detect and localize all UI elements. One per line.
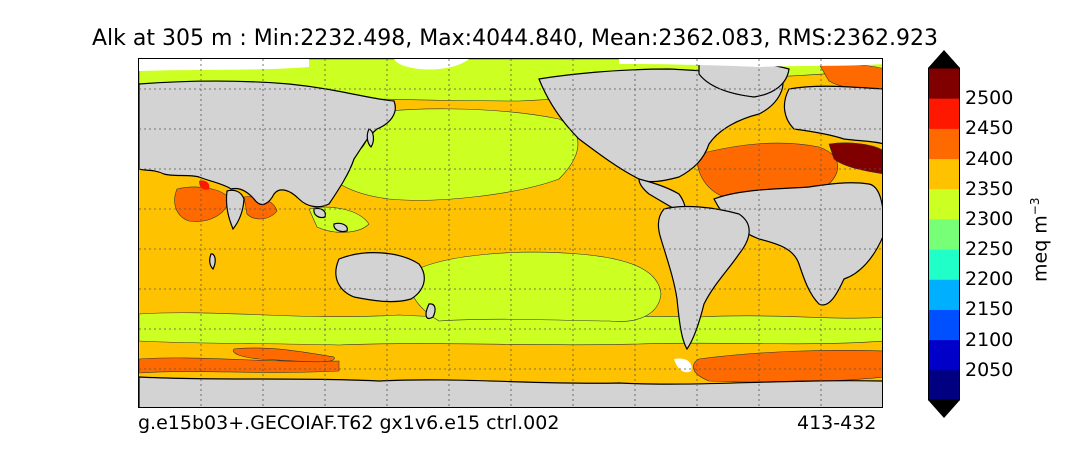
map-panel	[138, 58, 883, 408]
colorbar-border	[928, 67, 960, 401]
colorbar-segment	[928, 218, 960, 250]
band-2400-southern-2	[233, 347, 335, 363]
colorbar-segment	[928, 279, 960, 310]
band-2400-southern-3	[693, 349, 882, 383]
colorbar	[928, 50, 960, 418]
run-identifier: g.e15b03+.GECOIAF.T62 gx1v6.e15 ctrl.002	[138, 412, 560, 434]
colorbar-units-label: meq m−3	[1028, 197, 1051, 282]
colorbar-segment	[928, 369, 960, 401]
colorbar-segment	[928, 98, 960, 129]
colorbar-segment	[928, 339, 960, 371]
band-2450-red-sea	[199, 180, 210, 190]
colorbar-segment	[928, 188, 960, 220]
colorbar-over-triangle	[928, 50, 960, 68]
band-2500-mediterranean	[828, 142, 882, 174]
colorbar-tick-label: 2200	[965, 268, 1014, 291]
band-2400-arabian	[174, 186, 230, 222]
colorbar-segment	[928, 158, 960, 190]
colorbar-segment	[928, 68, 960, 99]
colorbar-tick-label: 2350	[965, 177, 1014, 200]
graticule	[139, 59, 882, 407]
colorbar-tick-label: 2500	[965, 87, 1014, 110]
units-text: meq m	[1029, 215, 1052, 282]
colorbar-segment	[928, 249, 960, 280]
sea-ice	[139, 59, 882, 373]
map-title: Alk at 305 m : Min:2232.498, Max:4044.84…	[91, 26, 938, 51]
colorbar-tick-label: 2250	[965, 238, 1014, 261]
colorbar-tick-label: 2150	[965, 298, 1014, 321]
band-2300-south-pacific	[408, 251, 662, 322]
colorbar-under-triangle	[928, 400, 960, 418]
colorbar-segment	[928, 128, 960, 160]
year-range: 413-432	[797, 412, 877, 434]
land-masses	[139, 61, 882, 407]
colorbar-tick-label: 2400	[965, 147, 1014, 170]
colorbar-tick-label: 2450	[965, 117, 1014, 140]
alkalinity-map	[139, 59, 882, 407]
colorbar-tick-label: 2100	[965, 328, 1014, 351]
colorbar-segment	[928, 309, 960, 341]
colorbar-tick-label: 2300	[965, 207, 1014, 230]
band-2400-arctic-atlantic	[818, 63, 882, 90]
colorbar-tick-label: 2050	[965, 358, 1014, 381]
units-exponent: −3	[1028, 197, 1042, 216]
